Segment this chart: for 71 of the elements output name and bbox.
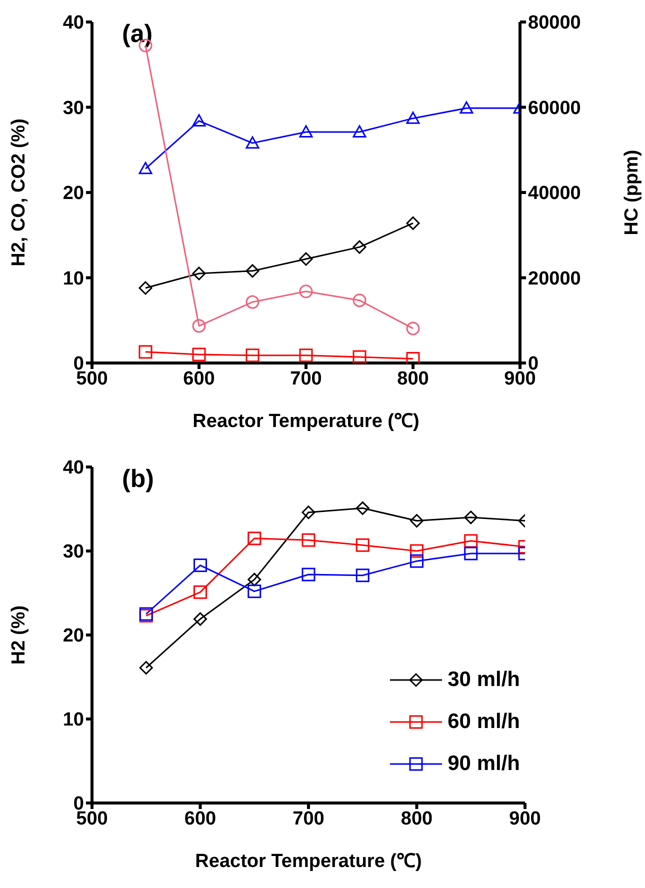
point — [299, 284, 313, 298]
chart-title: (b) — [122, 465, 154, 493]
y-tick-label: 10 — [62, 268, 84, 290]
x-tick-label: 900 — [509, 808, 541, 830]
point — [356, 538, 370, 552]
point — [192, 319, 206, 333]
y2-tick-label: 80000 — [528, 12, 581, 34]
y-axis-title: H2 (%) — [8, 605, 30, 665]
point — [302, 568, 316, 582]
point — [460, 101, 474, 114]
point — [248, 572, 262, 586]
point — [410, 514, 424, 528]
point — [194, 558, 207, 572]
legend-label: 60 ml/h — [448, 710, 520, 734]
point — [246, 264, 260, 278]
point — [192, 348, 206, 362]
y-axis-title: H2, CO, CO2 (%) — [8, 118, 30, 266]
y-tick-label: 20 — [62, 626, 84, 647]
y-tick-label: 10 — [62, 710, 84, 731]
point — [406, 322, 420, 336]
point — [192, 266, 206, 280]
y2-tick-label: 60000 — [528, 98, 581, 119]
point — [246, 136, 260, 149]
y-tick-label: 30 — [62, 542, 84, 563]
y-tick-label: 40 — [62, 12, 84, 34]
point — [302, 506, 316, 520]
y2-tick-label: 20000 — [528, 268, 581, 290]
x-tick-label: 800 — [400, 808, 433, 830]
point — [138, 162, 152, 174]
point — [194, 612, 207, 626]
point — [299, 252, 313, 266]
point — [356, 501, 370, 515]
point — [356, 568, 370, 582]
point — [464, 534, 478, 548]
x-axis-title: Reactor Temperature (℃) — [192, 411, 420, 432]
point — [352, 125, 366, 138]
point — [410, 544, 424, 558]
point — [194, 585, 207, 599]
point — [352, 240, 366, 254]
point — [138, 345, 152, 359]
chart-title: (a) — [122, 20, 153, 48]
point — [299, 125, 313, 138]
point — [410, 554, 424, 568]
y-tick-label: 30 — [62, 98, 84, 119]
x-tick-label: 700 — [290, 368, 322, 390]
legend-label: 90 ml/h — [448, 752, 520, 776]
legend-label: 30 ml/h — [448, 668, 520, 692]
point — [248, 584, 262, 598]
x-tick-label: 700 — [292, 808, 324, 830]
point — [406, 216, 420, 230]
point — [464, 546, 478, 560]
point — [299, 348, 313, 362]
point — [464, 510, 478, 524]
y2-axis-title: HC (ppm) — [622, 150, 643, 236]
y-tick-label: 40 — [62, 458, 84, 479]
point — [246, 295, 260, 309]
y-tick-label: 20 — [62, 183, 84, 204]
point — [352, 294, 366, 308]
point — [192, 114, 206, 126]
point — [138, 281, 152, 295]
point — [139, 661, 153, 675]
x-tick-label: 800 — [397, 368, 429, 390]
point — [352, 350, 366, 363]
point — [246, 348, 260, 362]
x-tick-label: 600 — [183, 368, 215, 390]
point — [248, 532, 262, 546]
point — [302, 533, 316, 547]
point — [406, 112, 420, 124]
x-axis-title: Reactor Temperature (℃) — [195, 851, 422, 872]
x-tick-label: 600 — [184, 808, 216, 830]
y2-tick-label: 40000 — [528, 183, 581, 204]
